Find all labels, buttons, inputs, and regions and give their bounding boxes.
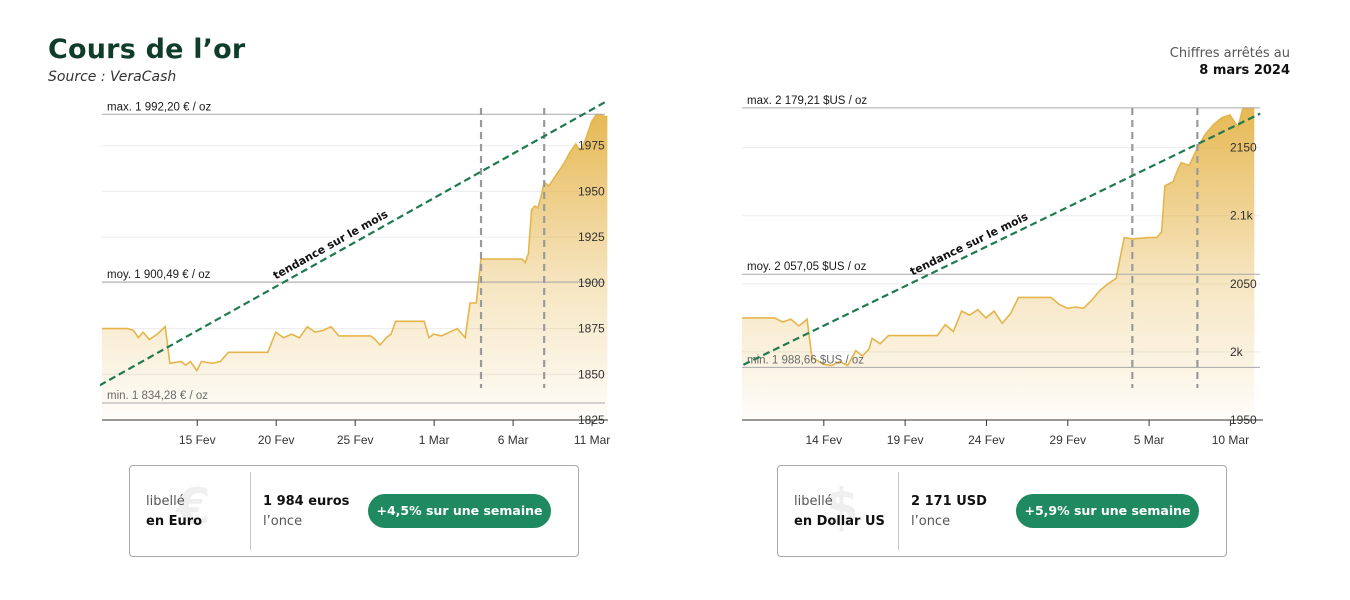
trend-line	[740, 112, 1261, 368]
y-tick-label: 1925	[578, 230, 605, 244]
x-tick-label: 15 Fev	[179, 433, 216, 447]
price-unit: l’once	[911, 514, 951, 529]
y-tick-label: 1975	[578, 139, 605, 153]
price-area	[102, 114, 608, 420]
summary-card-euro: € libellé en Euro 1 984 euros l’once +4,…	[129, 465, 579, 557]
y-tick-label: 2150	[1230, 141, 1257, 155]
y-tick-label: 1850	[578, 367, 605, 381]
y-tick-label: 1900	[578, 276, 605, 290]
dollar-symbol-icon: $	[824, 478, 859, 536]
euro-symbol-icon: €	[176, 478, 211, 536]
weekly-change-badge: +5,9% sur une semaine	[1016, 494, 1199, 528]
unit-label: libellé	[146, 494, 185, 509]
unit-name: en Euro	[146, 514, 203, 529]
x-tick-label: 25 Fev	[337, 433, 374, 447]
reference-label: moy. 2 057,05 $US / oz	[747, 261, 867, 273]
unit-name: en Dollar US	[794, 514, 885, 529]
x-tick-label: 20 Fev	[258, 433, 295, 447]
price-value: 1 984 euros	[263, 494, 350, 509]
x-tick-label: 10 Mar	[1212, 433, 1249, 447]
reference-label: max. 2 179,21 $US / oz	[747, 95, 867, 107]
x-tick-label: 19 Fev	[887, 433, 924, 447]
x-tick-label: 14 Fev	[805, 433, 842, 447]
y-tick-label: 2k	[1230, 345, 1244, 359]
card-unit: libellé en Dollar US	[794, 492, 885, 532]
price-value: 2 171 USD	[911, 494, 987, 509]
chart-dollar: max. 2 179,21 $US / oz moy. 2 057,05 $US …	[740, 95, 1263, 447]
price-line	[102, 113, 608, 373]
as-of-value: 8 mars 2024	[1199, 63, 1290, 78]
chart-euro: max. 1 992,20 € / oz moy. 1 900,49 € / oz…	[100, 100, 610, 447]
y-tick-label: 1875	[578, 322, 605, 336]
card-divider	[250, 472, 251, 550]
card-unit: libellé en Euro	[146, 492, 202, 532]
reference-label: min. 1 988,66 $US / oz	[747, 354, 864, 366]
x-tick-label: 24 Fev	[968, 433, 1005, 447]
reference-label: max. 1 992,20 € / oz	[107, 101, 211, 113]
weekly-change-badge: +4,5% sur une semaine	[368, 494, 551, 528]
y-tick-label: 2.1k	[1230, 209, 1254, 223]
x-tick-label: 29 Fev	[1049, 433, 1086, 447]
y-tick-label: 2050	[1230, 277, 1257, 291]
unit-label: libellé	[794, 494, 833, 509]
x-tick-label: 5 Mar	[1134, 433, 1165, 447]
card-price: 2 171 USD l’once	[911, 492, 987, 532]
x-tick-label: 11 Mar	[574, 433, 610, 447]
card-price: 1 984 euros l’once	[263, 492, 349, 532]
x-tick-label: 1 Mar	[419, 433, 450, 447]
trend-label: tendance sur le mois	[908, 210, 1031, 279]
price-unit: l’once	[263, 514, 303, 529]
page-title: Cours de l’or	[48, 34, 246, 65]
card-divider	[898, 472, 899, 550]
summary-card-dollar: $ libellé en Dollar US 2 171 USD l’once …	[777, 465, 1227, 557]
trend-label: tendance sur le mois	[271, 207, 391, 282]
source-caption: Source : VeraCash	[48, 69, 177, 85]
reference-label: min. 1 834,28 € / oz	[107, 390, 208, 402]
reference-label: moy. 1 900,49 € / oz	[107, 269, 211, 281]
y-tick-label: 1950	[578, 184, 605, 198]
price-area	[742, 108, 1255, 420]
as-of-label: Chiffres arrêtés au	[1169, 46, 1290, 61]
price-line	[742, 107, 1255, 367]
as-of-date: Chiffres arrêtés au 8 mars 2024	[1170, 45, 1290, 79]
x-tick-label: 6 Mar	[498, 433, 529, 447]
